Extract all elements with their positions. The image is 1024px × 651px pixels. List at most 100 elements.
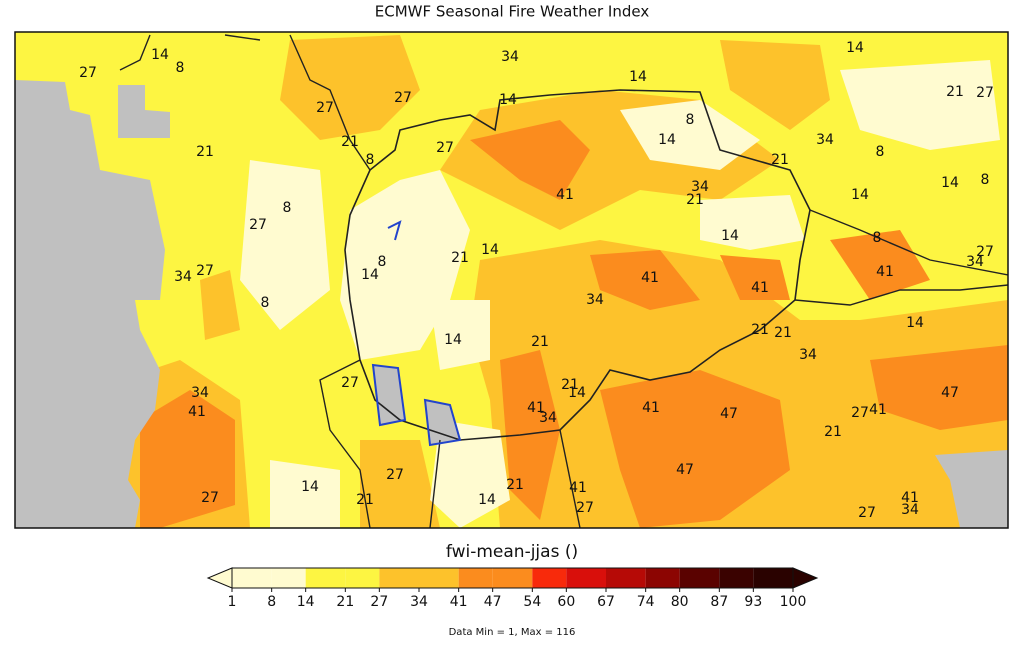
colorbar-segment xyxy=(492,568,533,588)
zone xyxy=(200,270,240,340)
colorbar-tick-label: 34 xyxy=(410,594,428,610)
contour-label: 27 xyxy=(851,405,869,421)
colorbar-segment xyxy=(379,568,419,588)
colorbar-tick-label: 67 xyxy=(597,594,615,610)
contour-label: 41 xyxy=(556,187,574,203)
zone xyxy=(590,250,700,310)
land-mask xyxy=(15,80,165,528)
zone xyxy=(470,240,1008,528)
colorbar-tick-label: 80 xyxy=(671,594,689,610)
colorbar-tick-label: 54 xyxy=(523,594,541,610)
contour-label: 21 xyxy=(946,84,964,100)
contour-label: 34 xyxy=(799,347,817,363)
colorbar-tick-label: 74 xyxy=(637,594,655,610)
zone xyxy=(500,350,560,520)
contour-label: 8 xyxy=(283,200,292,216)
colorbar-segment xyxy=(232,568,272,588)
colorbar-tick-label: 41 xyxy=(450,594,468,610)
zone xyxy=(280,35,420,140)
zone xyxy=(700,195,805,250)
contour-label: 21 xyxy=(686,192,704,208)
zone xyxy=(270,460,340,528)
contour-label: 21 xyxy=(196,144,214,160)
contour-label: 21 xyxy=(751,322,769,338)
map-frame xyxy=(14,31,1009,529)
contour-label: 8 xyxy=(876,144,885,160)
contour-label: 21 xyxy=(451,250,469,266)
contour-label: 27 xyxy=(436,140,454,156)
contour-label: 27 xyxy=(394,90,412,106)
contour-label: 14 xyxy=(658,132,676,148)
colorbar: 1 8 14 21 27 34 41 47 54 60 67 74 80 87 93 100 xyxy=(206,567,819,610)
contour-label: 34 xyxy=(586,292,604,308)
contour-label: 34 xyxy=(966,254,984,270)
contour-label: 27 xyxy=(386,467,404,483)
contour-label: 21 xyxy=(561,377,579,393)
colorbar-segment xyxy=(458,568,493,588)
contour-label: 27 xyxy=(196,263,214,279)
zone xyxy=(830,230,930,300)
colorbar-tick-label: 1 xyxy=(228,594,237,610)
colorbar-tick-label: 14 xyxy=(297,594,315,610)
contour-label: 27 xyxy=(341,375,359,391)
contour-label: 41 xyxy=(569,480,587,496)
contour-label: 41 xyxy=(751,280,769,296)
under-arrow xyxy=(206,567,233,589)
colorbar-tick-label: 47 xyxy=(484,594,502,610)
colorbar-segment xyxy=(719,568,754,588)
zone xyxy=(620,100,760,170)
contour-label: 47 xyxy=(941,385,959,401)
contour-label: 27 xyxy=(79,65,97,81)
contour-label: 14 xyxy=(568,385,586,401)
contour-label: 14 xyxy=(481,242,499,258)
contour-label: 21 xyxy=(771,152,789,168)
contour-label: 8 xyxy=(261,295,270,311)
contour-label: 21 xyxy=(774,325,792,341)
colorbar-tick-label: 21 xyxy=(336,594,354,610)
contour-label: 34 xyxy=(191,385,209,401)
contour-label: 47 xyxy=(720,406,738,422)
over-arrow xyxy=(792,567,819,589)
land-mask xyxy=(935,450,1008,528)
title: ECMWF Seasonal Fire Weather Index xyxy=(375,3,650,21)
contour-label: 14 xyxy=(301,479,319,495)
contour-label: 27 xyxy=(858,505,876,521)
contour-label: 21 xyxy=(341,134,359,150)
contour-label: 21 xyxy=(356,492,374,508)
zone xyxy=(600,370,790,528)
contour-label: 27 xyxy=(316,100,334,116)
contour-label: 34 xyxy=(539,410,557,426)
zone xyxy=(360,440,440,528)
colorbar-segment xyxy=(679,568,720,588)
colorbar-segment xyxy=(345,568,380,588)
contour-label: 14 xyxy=(851,187,869,203)
contour-label: 14 xyxy=(721,228,739,244)
contour-label: 21 xyxy=(824,424,842,440)
colorbar-tick-label: 27 xyxy=(370,594,388,610)
colorbar-tick-label: 87 xyxy=(710,594,728,610)
colorbar-segment xyxy=(753,568,793,588)
colorbar-segment xyxy=(271,568,306,588)
zone xyxy=(720,40,830,130)
contour-label: 27 xyxy=(976,85,994,101)
contour-label: 14 xyxy=(941,175,959,191)
contour-label: 8 xyxy=(686,112,695,128)
colorbar-tick-label: 100 xyxy=(780,594,807,610)
land-mask xyxy=(373,365,405,425)
contour-label: 8 xyxy=(176,60,185,76)
contour-label: 14 xyxy=(846,40,864,56)
zone xyxy=(870,345,1008,430)
contour-label: 14 xyxy=(499,92,517,108)
colorbar-segment xyxy=(305,568,346,588)
contour-label: 21 xyxy=(531,334,549,350)
contour-label: 27 xyxy=(576,500,594,516)
contour-label: 14 xyxy=(444,332,462,348)
contour-label: 8 xyxy=(378,254,387,270)
colorbar-segment xyxy=(532,568,567,588)
contour-label: 41 xyxy=(901,490,919,506)
colorbar-segment xyxy=(419,568,459,588)
contour-label: 14 xyxy=(906,315,924,331)
contour-label: 47 xyxy=(676,462,694,478)
zone xyxy=(840,60,1000,150)
